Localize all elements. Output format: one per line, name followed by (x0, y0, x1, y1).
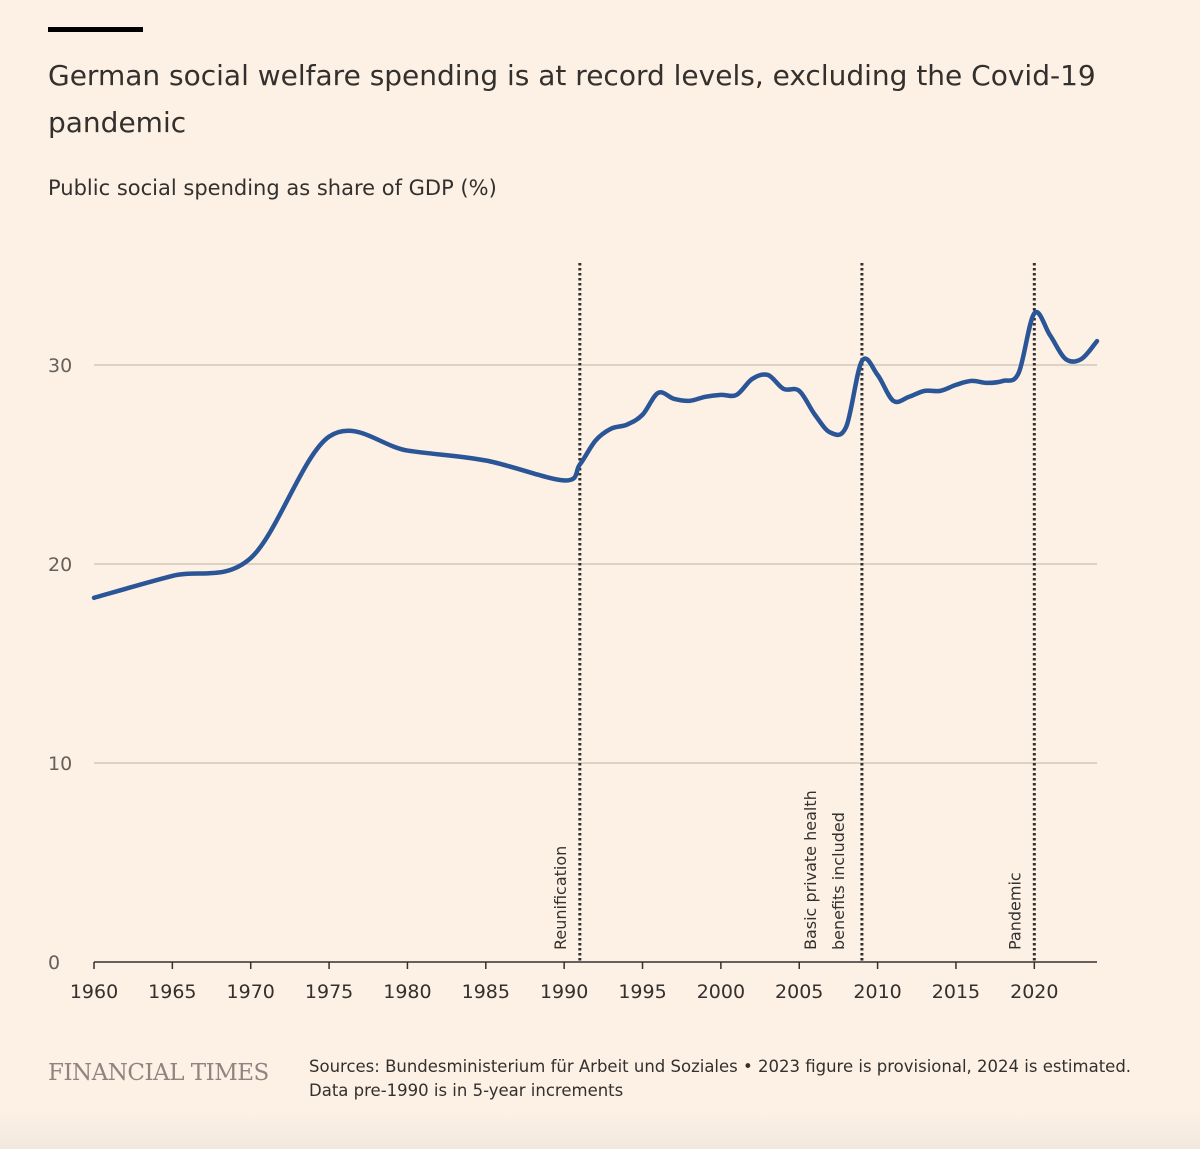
annotation-label: Pandemic (1005, 872, 1024, 950)
x-tick-label: 1990 (540, 981, 588, 1003)
annotation-label: Basic private health (801, 790, 820, 950)
spending-line (91, 309, 1100, 601)
line-chart: 0 10 20 30 1960 1965 1970 1975 1980 1985 1990 1995 2… (48, 263, 1100, 1003)
ft-title-bar (48, 27, 143, 32)
x-tick-label: 2015 (932, 981, 980, 1003)
x-tick-label: 1965 (148, 981, 196, 1003)
x-tick-label: 2020 (1010, 981, 1058, 1003)
x-tick-label: 2005 (775, 981, 823, 1003)
x-tick-label: 1980 (383, 981, 431, 1003)
x-tick-label: 1970 (227, 981, 275, 1003)
bottom-fade (0, 1110, 1200, 1149)
y-tick-label: 20 (48, 554, 72, 576)
chart-subtitle: Public social spending as share of GDP (… (48, 176, 497, 200)
y-tick-label: 30 (48, 355, 72, 377)
x-tick-label: 1960 (70, 981, 118, 1003)
annotation-label: Reunification (551, 846, 570, 950)
y-tick-label: 0 (48, 952, 60, 974)
chart-title: German social welfare spending is at rec… (48, 59, 1096, 139)
ft-logo: FINANCIAL TIMES (48, 1060, 269, 1086)
annotation-label: benefits included (829, 812, 848, 950)
x-tick-label: 2010 (853, 981, 901, 1003)
x-tick-label: 1975 (305, 981, 353, 1003)
y-tick-label: 10 (48, 753, 72, 775)
source-line-1: Sources: Bundesministerium für Arbeit un… (309, 1057, 1132, 1076)
source-line-2: Data pre-1990 is in 5-year increments (309, 1081, 624, 1100)
x-tick-label: 1995 (618, 981, 666, 1003)
source-note: Sources: Bundesministerium für Arbeit un… (309, 1055, 1131, 1103)
x-tick-label: 2000 (697, 981, 745, 1003)
x-tick-label: 1985 (462, 981, 510, 1003)
